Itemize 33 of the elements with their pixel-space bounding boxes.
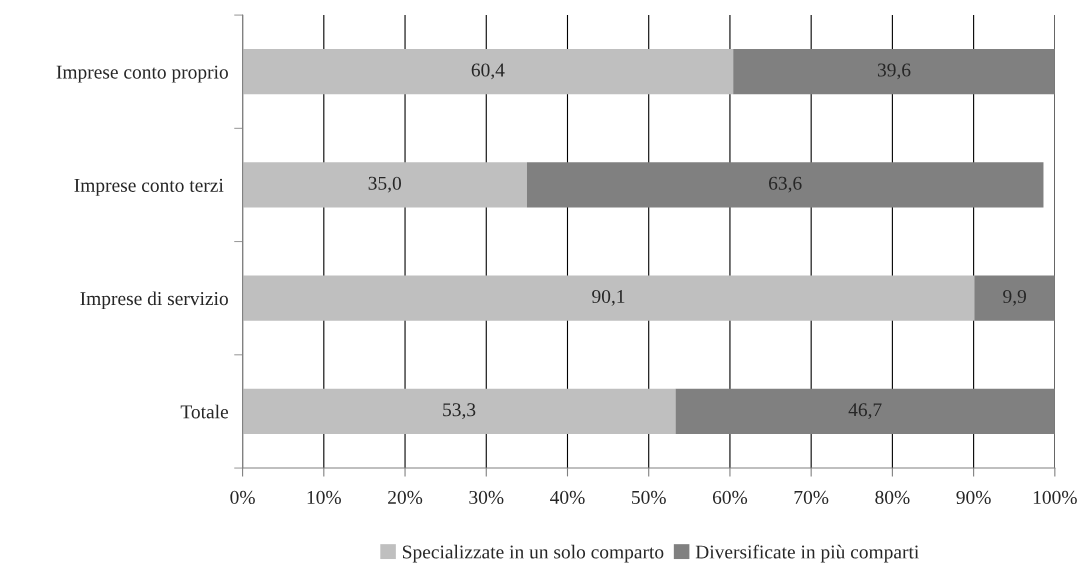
x-tick-label: 70% bbox=[794, 490, 829, 505]
y-tick-label: Imprese di servizio bbox=[80, 291, 228, 310]
x-tick-label: 100% bbox=[1033, 490, 1077, 505]
legend-label: Diversificate in più comparti bbox=[695, 544, 919, 563]
bar bbox=[974, 275, 1055, 321]
x-tick-label: 40% bbox=[550, 490, 585, 505]
bar bbox=[242, 162, 527, 208]
data-label: 53,3 bbox=[443, 403, 476, 420]
data-label: 90,1 bbox=[592, 289, 625, 306]
x-tick-label: 0% bbox=[230, 490, 255, 505]
x-tick-label: 80% bbox=[875, 490, 910, 505]
x-tick-label: 20% bbox=[388, 490, 423, 505]
x-tick-label: 30% bbox=[469, 490, 504, 505]
y-tick-label: Imprese conto proprio bbox=[56, 65, 228, 83]
bar bbox=[733, 49, 1055, 95]
data-label: 9,9 bbox=[1003, 289, 1026, 306]
data-label: 35,0 bbox=[368, 176, 402, 193]
bar bbox=[242, 275, 975, 321]
data-label: 46,7 bbox=[848, 403, 882, 420]
bar bbox=[242, 388, 676, 435]
data-label: 39,6 bbox=[877, 63, 911, 80]
x-tick-label: 90% bbox=[956, 490, 991, 505]
bar bbox=[526, 162, 1044, 208]
x-tick-label: 10% bbox=[307, 490, 341, 505]
legend-label: Specializzate in un solo comparto bbox=[402, 544, 664, 563]
data-label: 60,4 bbox=[471, 63, 505, 80]
bar bbox=[242, 49, 734, 95]
data-label: 63,6 bbox=[769, 176, 802, 193]
x-tick-label: 50% bbox=[632, 490, 666, 505]
bar bbox=[675, 388, 1055, 435]
x-tick-label: 60% bbox=[712, 490, 748, 505]
y-tick-label: Totale bbox=[180, 404, 229, 419]
y-tick-label: Imprese conto terzi bbox=[74, 178, 224, 196]
